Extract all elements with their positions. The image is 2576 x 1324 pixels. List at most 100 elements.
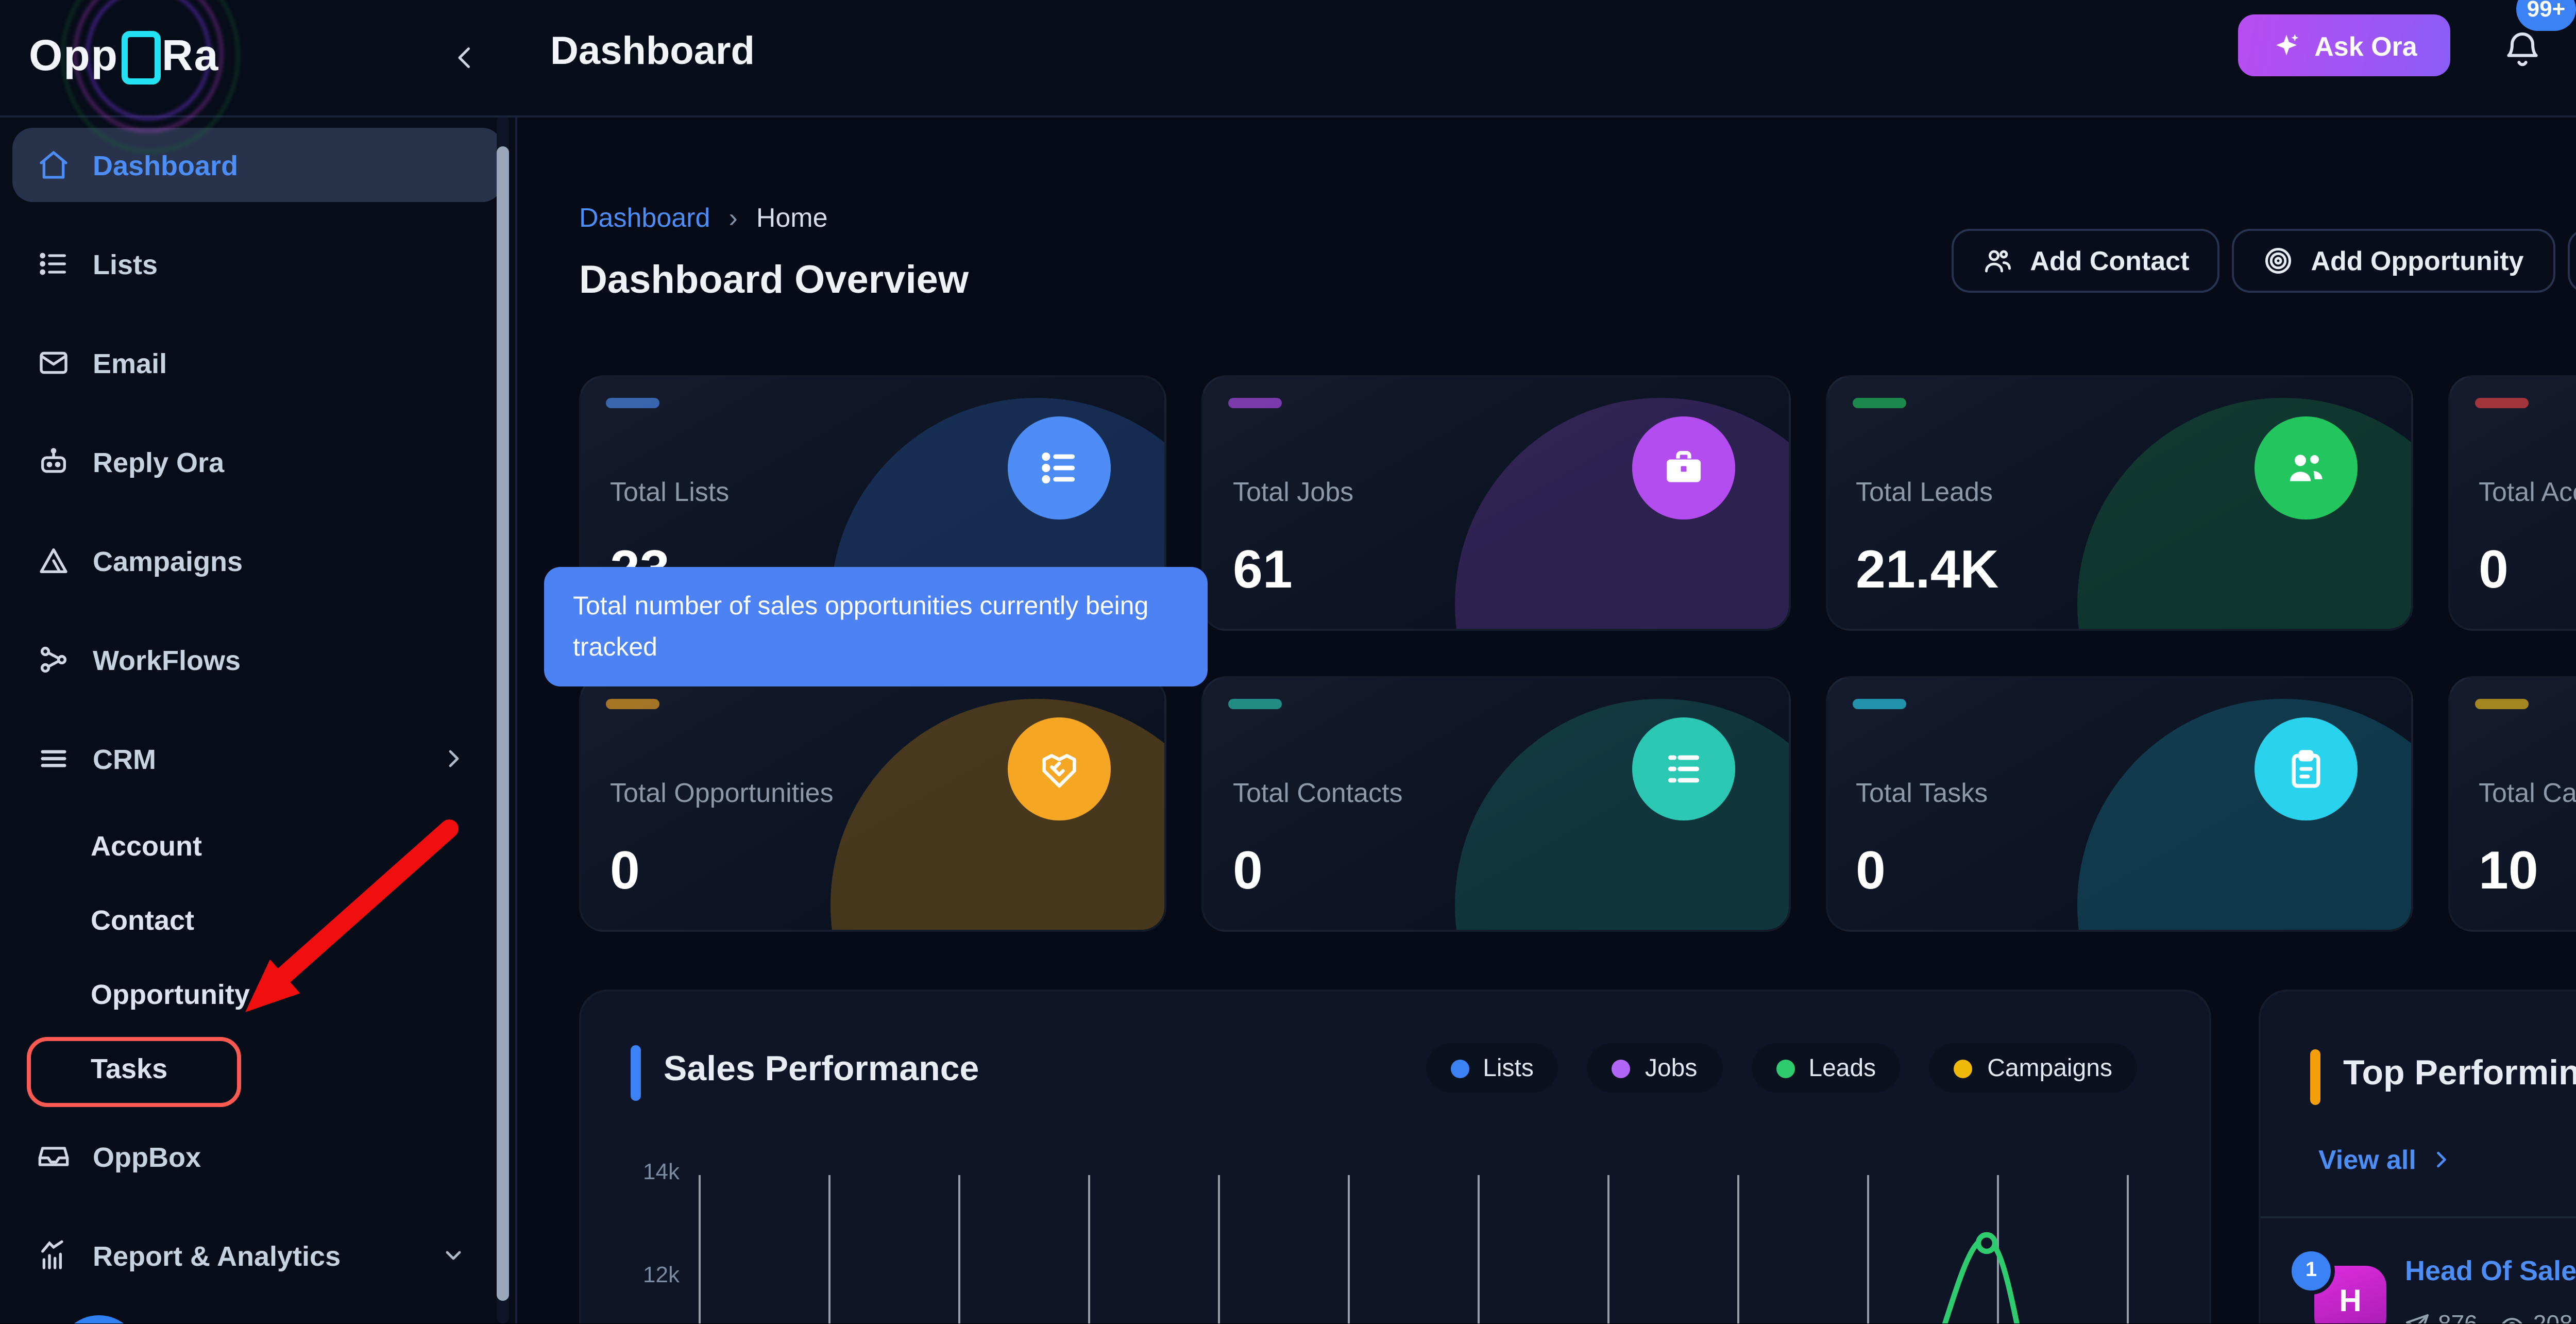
chevron-down-icon [446, 1251, 461, 1260]
legend-leads[interactable]: Leads [1751, 1043, 1901, 1093]
workflow-icon [40, 646, 67, 673]
sidebar-item-label: Dashboard [93, 149, 239, 180]
sidebar-item-email[interactable]: Email [12, 332, 503, 394]
sidebar-item-workflows[interactable]: WorkFlows [12, 629, 503, 691]
logo-o-icon [121, 31, 160, 85]
stat-value: 0 [2479, 538, 2509, 600]
stat-value: 61 [1233, 538, 1293, 600]
sidebar-item-campaigns[interactable]: Campaigns [12, 530, 503, 592]
sidebar-subitem-opportunity[interactable]: Opportunity [91, 978, 250, 1009]
sidebar-item-report-analytics[interactable]: Report & Analytics [12, 1225, 503, 1286]
sidebar-scrollbar-thumb[interactable] [497, 146, 509, 1301]
sidebar-item-lists[interactable]: Lists [12, 233, 503, 295]
handshake-icon [1008, 717, 1111, 820]
breadcrumb: Dashboard › Home [579, 202, 828, 233]
opened-stat: 208 [2500, 1313, 2573, 1324]
leads-line-series [1942, 1232, 2020, 1324]
menu-icon [41, 750, 66, 767]
stat-accent-bar [1852, 699, 1905, 709]
section-title: Top Performing Campaigns [2343, 1053, 2576, 1093]
sidebar-item-label: Reply Ora [93, 446, 225, 477]
logo: Opp Ra [29, 0, 239, 153]
chat-fab-circle[interactable] [58, 1315, 140, 1324]
main-content: Dashboard › Home Dashboard Overview Add … [517, 115, 2576, 1324]
sidebar-item-label: WorkFlows [93, 644, 241, 675]
stat-card-total-leads: Total Leads 21.4K [1825, 375, 2413, 631]
card-glow [1454, 398, 1788, 629]
sidebar-item-crm[interactable]: CRM [12, 728, 503, 790]
sidebar: Dashboard Lists Email Reply Ora Campaign… [0, 115, 517, 1324]
campaign-stats-row: 876 208 26 | 24% open rate [2405, 1313, 2576, 1324]
breadcrumb-home: Home [756, 202, 828, 233]
stat-label: Total Lists [610, 476, 730, 507]
stat-label: Total Jobs [1233, 476, 1354, 507]
tooltip: Total number of sales opportunities curr… [544, 567, 1208, 686]
breadcrumb-dashboard[interactable]: Dashboard [579, 202, 710, 233]
stat-accent-bar [1852, 398, 1905, 408]
sidebar-item-reply-ora[interactable]: Reply Ora [12, 431, 503, 493]
sidebar-item-label: Lists [93, 248, 158, 279]
list-icon [1631, 717, 1734, 820]
notifications-bell-icon[interactable] [2502, 29, 2543, 70]
eye-icon [2502, 1317, 2523, 1324]
stat-label: Total Leads [1856, 476, 1993, 507]
stat-accent-bar [2475, 398, 2528, 408]
chevron-right-icon [2437, 1151, 2447, 1168]
legend-campaigns[interactable]: Campaigns [1929, 1043, 2137, 1093]
add-opportunity-button[interactable]: Add Opportunity [2232, 229, 2555, 293]
tent-icon [40, 548, 67, 573]
stat-value: 21.4K [1856, 538, 1999, 600]
stat-accent-bar [2475, 699, 2528, 709]
top-campaigns-panel: Top Performing Campaigns View all 1 H He… [2259, 990, 2576, 1324]
card-glow [2077, 699, 2411, 930]
y-axis-tick-14k: 14k [643, 1161, 680, 1185]
sidebar-item-oppbox[interactable]: OppBox [12, 1126, 503, 1187]
sidebar-item-label: Report & Analytics [93, 1240, 341, 1271]
stat-card-total-tasks: Total Tasks 0 [1825, 676, 2413, 932]
briefcase-icon [1631, 416, 1734, 519]
ask-ora-button[interactable]: Ask Ora [2238, 14, 2450, 76]
page-title: Dashboard Overview [579, 260, 969, 303]
inbox-icon [38, 1147, 69, 1166]
logo-text: Opp Ra [29, 31, 219, 85]
stat-label: Total Accounts [2479, 476, 2576, 507]
data-point-marker [1975, 1232, 1998, 1254]
campaign-name-link[interactable]: Head Of Sales France [2405, 1255, 2576, 1286]
topbar-title: Dashboard [550, 31, 755, 74]
list-icon [40, 253, 66, 275]
help-button[interactable]: Help [2567, 229, 2576, 293]
users-icon [2254, 416, 2357, 519]
legend-lists[interactable]: Lists [1425, 1043, 1558, 1093]
sidebar-item-label: Email [93, 347, 167, 378]
sidebar-collapse-icon[interactable] [449, 33, 480, 82]
panel-divider [2261, 1216, 2576, 1218]
sidebar-subitem-account[interactable]: Account [91, 830, 202, 861]
stat-card-total-campaigns: Total Campaigns 10 [2448, 676, 2576, 932]
clipboard-icon [2254, 717, 2357, 820]
chevron-right-icon [449, 750, 459, 767]
sent-stat: 876 [2405, 1313, 2478, 1324]
add-contact-button[interactable]: Add Contact [1952, 229, 2221, 293]
stat-value: 0 [1233, 839, 1263, 901]
view-all-link[interactable]: View all [2318, 1144, 2453, 1175]
sidebar-item-label: Campaigns [93, 545, 243, 576]
page-actions: Add Contact Add Opportunity Help Refresh… [1952, 229, 2576, 293]
y-axis-tick-12k: 12k [643, 1264, 680, 1288]
legend-jobs[interactable]: Jobs [1587, 1043, 1722, 1093]
card-glow [831, 699, 1165, 930]
section-accent-bar [2310, 1049, 2319, 1105]
bot-icon [41, 448, 66, 473]
stat-accent-bar [1229, 398, 1282, 408]
stat-card-total-contacts: Total Contacts 0 [1202, 676, 1790, 932]
card-glow [2077, 398, 2411, 629]
send-icon [2406, 1314, 2429, 1324]
stat-value: 0 [1856, 839, 1886, 901]
sidebar-subitem-contact[interactable]: Contact [91, 904, 194, 935]
stat-card-total-jobs: Total Jobs 61 [1202, 375, 1790, 631]
stat-value: 10 [2479, 839, 2538, 901]
stat-accent-bar [1229, 699, 1282, 709]
sidebar-subitem-tasks[interactable]: Tasks [91, 1052, 168, 1083]
sidebar-item-dashboard[interactable]: Dashboard [12, 128, 503, 202]
